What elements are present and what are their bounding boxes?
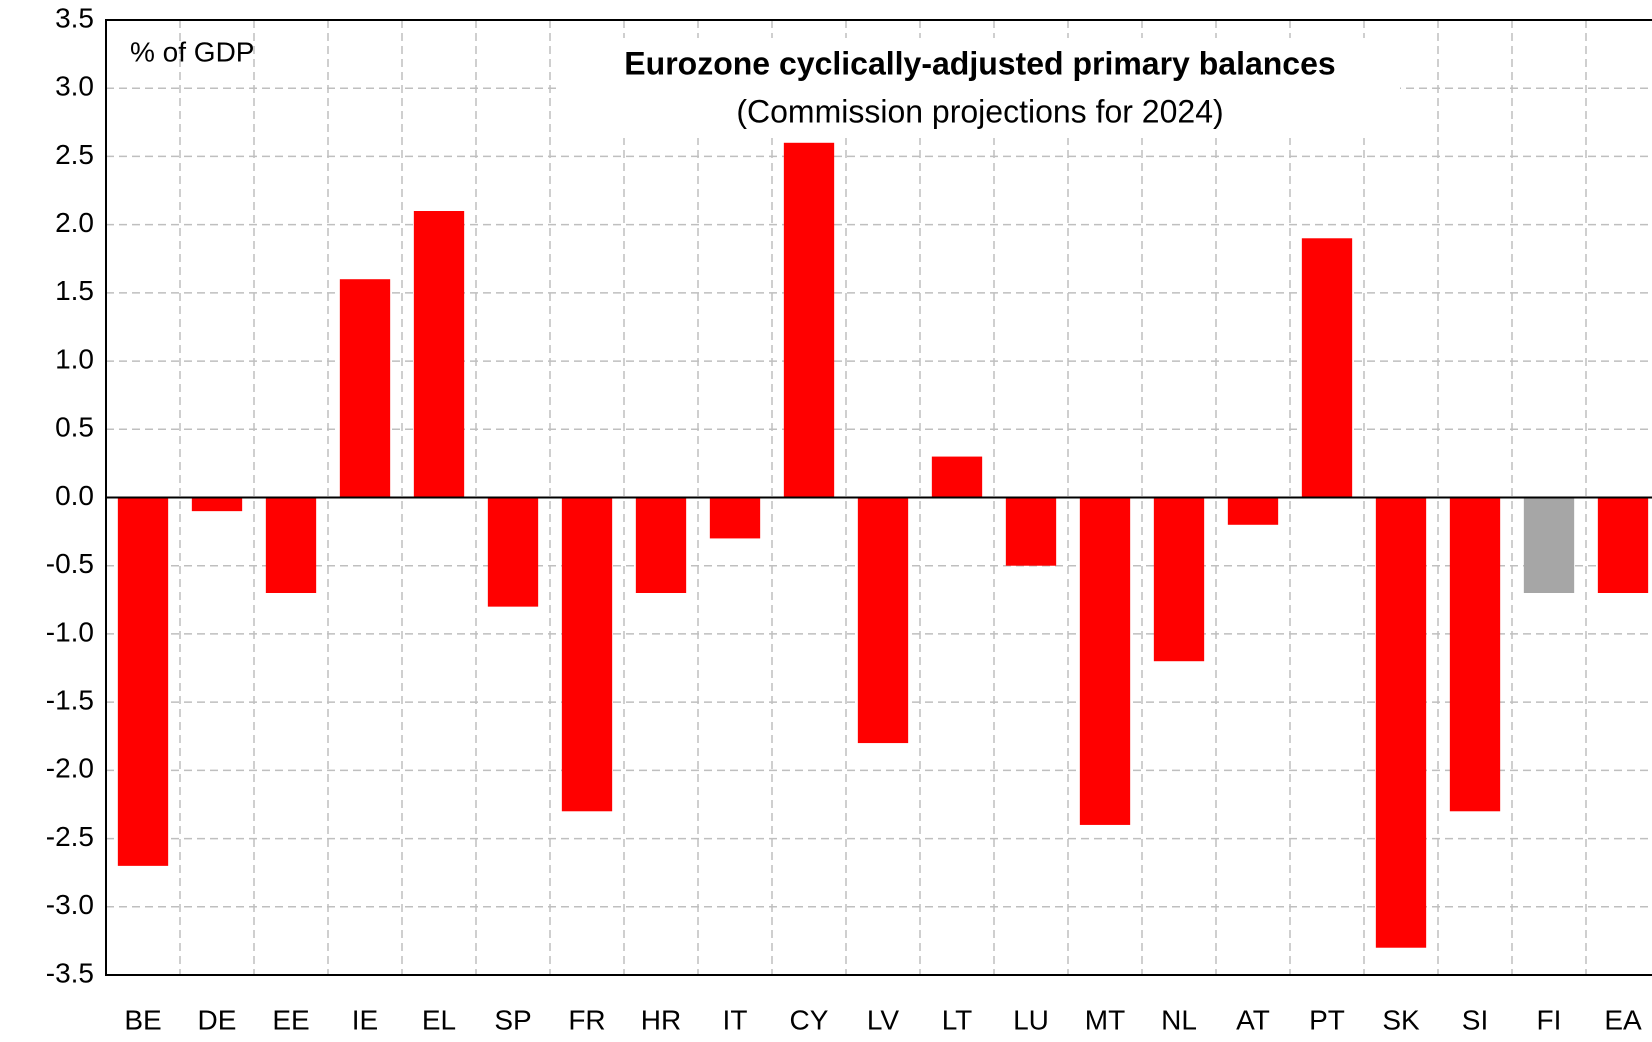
x-tick-label: EL [422,1004,456,1035]
y-tick-label: 0.0 [55,480,94,511]
x-tick-label: BE [124,1004,161,1035]
bar [931,456,983,498]
bar [857,497,909,744]
bar [1153,497,1205,662]
plot-area: 3.5 3.0 2.5 2.0 1.5 1.0 0.5 0.0 -0.5 -1.0 -1.5 -2.0… [46,2,1652,1035]
y-tick-label: -2.0 [46,753,94,784]
bar [339,279,391,498]
bar [191,497,243,512]
x-tick-label: CY [790,1004,829,1035]
bar [1005,497,1057,566]
bar [635,497,687,593]
bar [487,497,539,607]
x-tick-label: DE [198,1004,237,1035]
y-tick-label: 1.0 [55,343,94,374]
y-tick-label: 3.0 [55,71,94,102]
bar [413,211,465,498]
bar [1227,497,1279,525]
y-tick-label: 1.5 [55,275,94,306]
bar [561,497,613,812]
x-tick-label: FR [568,1004,605,1035]
x-tick-label: LV [867,1004,899,1035]
y-tick-label: 2.5 [55,139,94,170]
x-tick-label: PT [1309,1004,1345,1035]
x-tick-label: EA [1604,1004,1642,1035]
bar [783,142,835,498]
y-tick-label: 2.0 [55,207,94,238]
x-tick-label: SP [494,1004,531,1035]
x-tick-label: LT [942,1004,973,1035]
bar [1301,238,1353,498]
y-tick-label: -3.0 [46,889,94,920]
x-tick-label: EE [272,1004,309,1035]
bar [1375,497,1427,948]
y-tick-label: 0.5 [55,412,94,443]
plot-border [105,19,1652,976]
bar [117,497,169,866]
title-box [560,38,1400,138]
bar [265,497,317,593]
bar [1449,497,1501,812]
bar [1597,497,1649,593]
chart-subtitle: (Commission projections for 2024) [736,93,1223,129]
x-tick-label: NL [1161,1004,1197,1035]
y-axis-label: % of GDP [130,36,254,67]
x-tick-label: IT [723,1004,748,1035]
bar [1079,497,1131,825]
x-tick-label: HR [641,1004,681,1035]
x-tick-label: FI [1537,1004,1562,1035]
y-tick-label: -0.5 [46,548,94,579]
x-tick-label: SI [1462,1004,1488,1035]
y-tick-label: 3.5 [55,2,94,33]
x-tick-label: LU [1013,1004,1049,1035]
x-tick-label: SK [1382,1004,1420,1035]
x-tick-label: IE [352,1004,378,1035]
y-tick-label: -1.0 [46,616,94,647]
chart-title: Eurozone cyclically-adjusted primary bal… [624,45,1335,81]
y-tick-label: -3.5 [46,957,94,988]
y-tick-label: -2.5 [46,821,94,852]
x-tick-label: AT [1236,1004,1270,1035]
bar [709,497,761,539]
bar [1523,497,1575,593]
y-tick-label: -1.5 [46,685,94,716]
x-tick-label: MT [1085,1004,1125,1035]
